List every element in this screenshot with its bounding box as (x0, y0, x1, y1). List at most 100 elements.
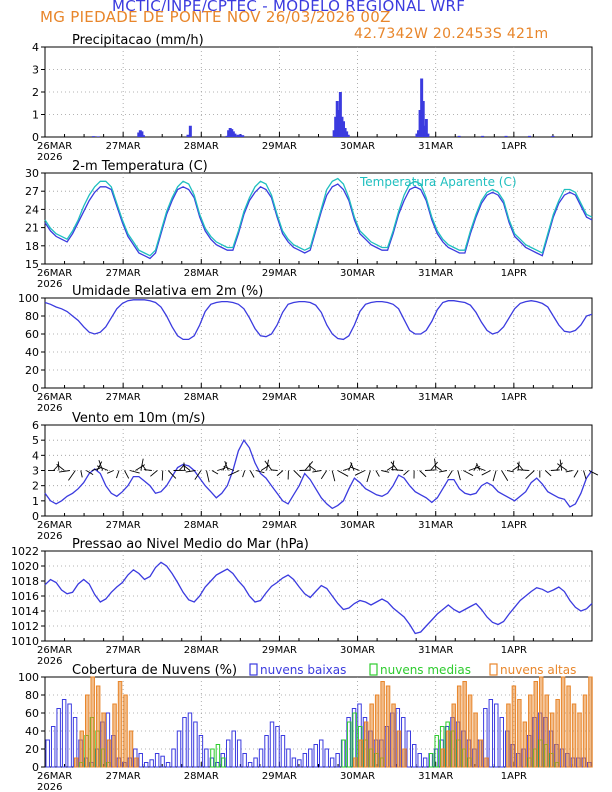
x-tick-label: 1APR (501, 771, 527, 782)
x-year-label: 2026 (37, 656, 62, 667)
x-tick-label: 27MAR (106, 520, 141, 531)
precip-bar (335, 101, 339, 137)
cloud-bar (566, 685, 571, 768)
cloud-bar (45, 739, 50, 768)
cloud-bar (494, 703, 499, 768)
header-station: MG PIEDADE DE PONTE NOV 26/03/2026 00Z (40, 8, 391, 26)
x-year-label: 2026 (37, 531, 62, 542)
x-year-label: 2026 (37, 403, 62, 414)
cloud-bar (101, 712, 106, 768)
wind-arrow (476, 466, 486, 471)
cloud-bar (478, 739, 484, 768)
x-tick-label: 29MAR (262, 645, 297, 656)
y-tick-label: 20 (25, 743, 39, 756)
cloud-bar (226, 739, 231, 768)
precip-bar (138, 130, 142, 137)
cloud-bar (236, 739, 242, 768)
cloud-bar (198, 735, 204, 768)
wind-arrow (276, 470, 284, 477)
x-tick-label: 30MAR (340, 268, 375, 279)
cloud-bar (549, 712, 555, 768)
cloud-bar (533, 681, 539, 768)
precip-bar (332, 130, 336, 137)
series-line (44, 561, 593, 635)
cloud-bar (95, 685, 101, 768)
precip-bar (236, 134, 240, 137)
wind-arrow (481, 470, 491, 476)
x-tick-label: 31MAR (418, 771, 453, 782)
cloud-bar (363, 721, 369, 768)
cloud-bar (506, 703, 511, 768)
y-tick-label: 1016 (11, 590, 39, 603)
panel-title: Precipitacao (mm/h) (72, 33, 204, 48)
panel-title: Vento em 10m (m/s) (72, 411, 205, 426)
y-tick-label: 1020 (11, 560, 39, 573)
wind-arrow (161, 470, 164, 481)
x-tick-label: 27MAR (106, 141, 141, 152)
y-tick-label: 40 (25, 725, 39, 738)
legend-swatch (489, 663, 498, 676)
wind-arrow (435, 466, 442, 471)
precip-bar (230, 129, 234, 137)
wind-arrow (516, 462, 524, 471)
precip-bar (343, 128, 347, 137)
y-tick-label: 6 (32, 419, 39, 432)
precip-bar (424, 119, 428, 137)
series-line (44, 299, 593, 341)
precip-bar (551, 135, 555, 137)
x-tick-label: 1APR (501, 141, 527, 152)
precip-bar (415, 133, 419, 137)
wind-arrow (96, 461, 103, 471)
wind-arrow (312, 470, 322, 473)
wind-arrow (447, 470, 453, 479)
wind-arrow (381, 470, 390, 473)
wind-arrow (525, 470, 535, 480)
y-tick-label: 100 (18, 671, 39, 684)
x-tick-label: 26MAR (37, 392, 72, 403)
wind-arrow (96, 465, 109, 471)
precip-bar (342, 121, 346, 137)
wind-arrow (304, 461, 314, 471)
wind-arrow (517, 461, 520, 471)
wind-arrow (242, 470, 246, 478)
wind-arrow (583, 470, 587, 480)
wind-arrow (129, 470, 140, 474)
precip-bar (334, 116, 338, 137)
header-title: MCTIC/INPE/CPTEC - MODELO REGIONAL WRF (112, 0, 466, 15)
cloud-bar (451, 703, 456, 768)
cloud-bar (258, 748, 264, 768)
cloud-bar (280, 735, 286, 768)
wind-arrow (391, 469, 404, 471)
precip-bar (231, 131, 235, 137)
y-tick-label: 0 (32, 510, 39, 523)
y-tick-label: 80 (25, 689, 39, 702)
y-tick-label: 80 (25, 310, 39, 323)
wind-arrow (255, 470, 265, 474)
precip-bar (225, 135, 229, 137)
cloud-bar (291, 757, 297, 768)
wind-arrow (270, 469, 278, 471)
x-year-label: 2026 (37, 152, 62, 163)
wind-arrow (223, 465, 234, 471)
cloud-bar (555, 699, 560, 768)
x-tick-label: 29MAR (262, 141, 297, 152)
legend-apparent-temp: Temperatura Aparente (C) (359, 175, 517, 189)
cloud-bar (90, 676, 95, 768)
wind-arrow (390, 461, 399, 471)
cloud-bar (204, 748, 209, 768)
wind-arrow (473, 463, 478, 471)
precip-bar (241, 135, 245, 137)
x-tick-label: 27MAR (106, 645, 141, 656)
x-tick-label: 29MAR (262, 520, 297, 531)
x-year-label: 2026 (37, 279, 62, 290)
wind-arrow (224, 461, 229, 471)
series-line (44, 438, 593, 510)
cloud-bar (499, 717, 504, 768)
x-tick-label: 28MAR (184, 520, 219, 531)
cloud-bar (440, 748, 446, 768)
wind-arrow (501, 470, 509, 482)
y-tick-label: 3 (32, 465, 39, 478)
precip-bar (137, 132, 141, 137)
cloud-bar (484, 757, 489, 768)
